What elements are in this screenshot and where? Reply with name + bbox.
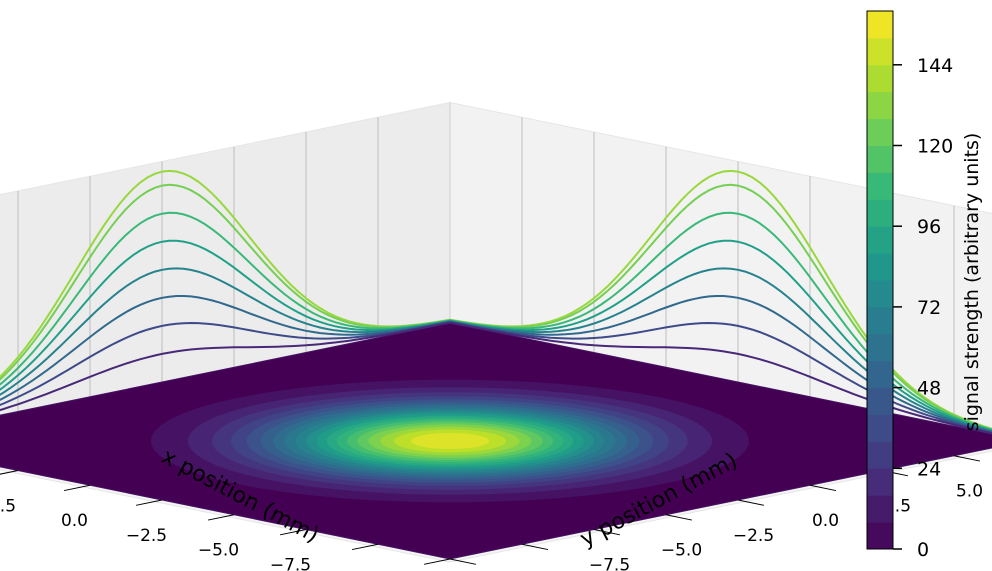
x-tick-mark (351, 543, 379, 551)
colorbar-tick-label: 72 (917, 297, 941, 319)
y-projection-contour (0, 211, 451, 386)
colorbar-segment (867, 414, 893, 442)
y-projection-contour (0, 321, 451, 412)
colorbar-segment (867, 387, 893, 415)
x-wall-projection (449, 169, 992, 435)
x-projection-contour (449, 169, 992, 430)
colorbar-frame (866, 10, 894, 550)
floor-contour-band (410, 433, 490, 449)
x-tick-mark (0, 470, 19, 475)
colorbar-segment (867, 91, 893, 120)
y-projection-contour (0, 321, 451, 407)
colorbar-label: signal strength (arbitrary units) (961, 133, 983, 432)
x-tick-mark (279, 529, 307, 536)
colorbar-segment (867, 64, 893, 93)
colorbar-tick-label: 120 (917, 136, 953, 158)
x-tick-mark (135, 499, 163, 506)
x-projection-contour (449, 267, 992, 433)
colorbar-segment (867, 333, 893, 362)
y-projection-contour (0, 295, 451, 401)
y-axis-ticks: −10.0−7.5−5.0−2.50.02.55.07.510.0 (449, 455, 983, 571)
x-tick-label: −5.0 (198, 541, 239, 561)
x-projection-contour (449, 211, 992, 431)
x-tick-label: −2.5 (126, 526, 167, 546)
x-tick-mark (423, 558, 451, 565)
x-projection-contour (449, 321, 992, 435)
x-tick-mark (63, 484, 91, 492)
x-tick-label: 2.5 (0, 496, 16, 516)
x-projection-contour (449, 239, 992, 432)
x-tick-label: 0.0 (61, 511, 88, 531)
colorbar-tick-label: 48 (917, 378, 941, 400)
x-tick-mark (207, 514, 235, 521)
y-tick-label: −5.0 (661, 541, 702, 561)
colorbar-segment (867, 495, 893, 523)
colorbar: 0 24 48 72 96 120 144 (866, 10, 953, 561)
y-tick-mark (953, 455, 981, 462)
x-projection-contour (449, 295, 992, 433)
colorbar-segment (867, 468, 893, 496)
colorbar-tick-label: 24 (917, 458, 941, 480)
y-tick-label: 5.0 (956, 482, 983, 502)
y-wall-projection (0, 169, 451, 412)
y-projection-contour (0, 183, 451, 381)
colorbar-segment (867, 253, 893, 281)
colorbar-tick-label: 0 (917, 539, 929, 561)
colorbar-segment (867, 172, 893, 200)
y-projection-contour (0, 169, 451, 379)
floor-contour-map (0, 322, 992, 560)
colorbar-segment (867, 226, 893, 254)
y-tick-mark (665, 514, 693, 521)
colorbar-segment (867, 306, 893, 335)
colorbar-segment (867, 280, 893, 308)
x-projection-contour (449, 183, 992, 431)
colorbar-tick-label: 144 (917, 55, 953, 77)
y-projection-contour (0, 267, 451, 396)
y-tick-mark (449, 558, 477, 565)
y-tick-mark (737, 499, 765, 506)
y-tick-mark (593, 529, 621, 536)
colorbar-segment (867, 360, 893, 389)
colorbar-segment (867, 145, 893, 173)
colorbar-tick-label: 96 (917, 216, 941, 238)
colorbar-segment (867, 11, 893, 39)
colorbar-segment (867, 441, 893, 469)
y-tick-label: 0.0 (812, 511, 839, 531)
colorbar-segment (867, 37, 893, 66)
y-tick-mark (809, 484, 837, 492)
colorbar-segment (867, 199, 893, 227)
y-tick-label: −2.5 (733, 526, 774, 546)
x-projection-contour (449, 321, 992, 434)
y-projection-contour (0, 239, 451, 391)
y-tick-mark (521, 543, 549, 551)
x-tick-label: −7.5 (270, 555, 311, 571)
axes-gridlines (17, 102, 955, 427)
colorbar-segment (867, 118, 893, 146)
y-tick-label: −7.5 (589, 555, 630, 571)
colorbar-segment (867, 522, 893, 550)
